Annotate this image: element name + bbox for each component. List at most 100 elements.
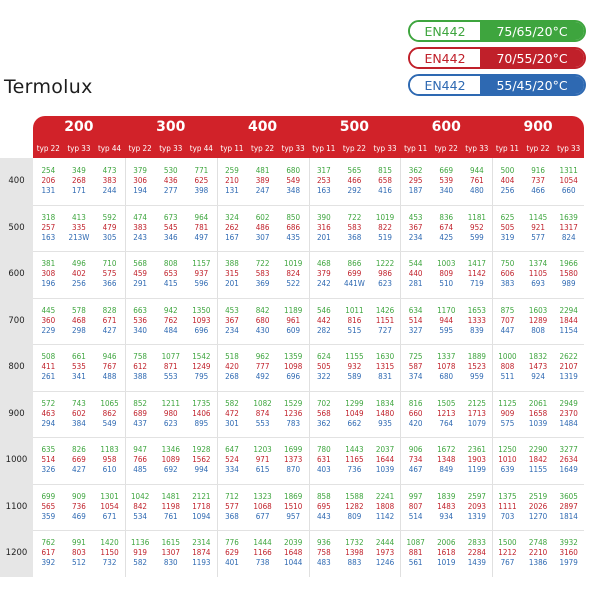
output-70-55-20: 689 — [133, 408, 147, 418]
column-group-300: 300 typ 22 typ 33 typ 44 — [125, 116, 217, 158]
output-55-45-20: 680 — [439, 372, 454, 382]
table-cell: 530 436 277 — [155, 158, 186, 205]
output-75-65-20: 2294 — [559, 305, 578, 315]
table-cell: 1839 1483 934 — [431, 484, 462, 531]
output-75-65-20: 1042 — [130, 491, 150, 501]
output-55-45-20: 615 — [255, 465, 270, 475]
column-divider — [308, 437, 310, 484]
table-cell: 1966 1580 989 — [553, 251, 584, 298]
table-cell: 1869 1510 957 — [278, 484, 309, 531]
output-70-55-20: 2370 — [559, 408, 578, 418]
output-70-55-20: 653 — [163, 269, 178, 279]
output-70-55-20: 577 — [225, 501, 239, 511]
table-cell: 722 583 369 — [247, 251, 278, 298]
column-divider — [216, 390, 218, 437]
output-75-65-20: 1250 — [498, 445, 517, 455]
output-55-45-20: 435 — [286, 232, 301, 242]
output-55-45-20: 703 — [500, 511, 515, 521]
output-70-55-20: 625 — [194, 176, 209, 186]
output-55-45-20: 171 — [72, 186, 86, 196]
output-55-45-20: 522 — [286, 279, 301, 289]
output-75-65-20: 508 — [41, 352, 56, 362]
output-75-65-20: 1301 — [100, 491, 119, 501]
output-55-45-20: 430 — [255, 325, 270, 335]
column-divider — [400, 344, 402, 391]
output-75-65-20: 602 — [255, 212, 270, 222]
table-cell: 445 360 229 — [33, 298, 64, 345]
output-55-45-20: 348 — [286, 186, 301, 196]
output-70-55-20: 961 — [286, 315, 301, 325]
output-75-65-20: 722 — [347, 212, 362, 222]
column-type-label: typ 11 — [404, 143, 428, 153]
output-55-45-20: 131 — [41, 186, 56, 196]
table-cell: 1299 1049 662 — [339, 391, 370, 438]
output-70-55-20: 919 — [133, 548, 147, 558]
column-divider — [492, 344, 494, 391]
output-70-55-20: 568 — [316, 408, 331, 418]
output-55-45-20: 1142 — [375, 511, 395, 521]
output-55-45-20: 839 — [469, 325, 484, 335]
table-cell: 1420 1150 732 — [94, 530, 125, 577]
row-height-label: 1100 — [0, 483, 33, 530]
output-70-55-20: 2107 — [559, 362, 578, 372]
output-75-65-20: 2061 — [528, 398, 548, 408]
output-55-45-20: 281 — [408, 279, 423, 289]
output-70-55-20: 699 — [347, 269, 362, 279]
output-70-55-20: 980 — [163, 408, 178, 418]
output-55-45-20: 623 — [378, 279, 392, 289]
table-cell: 2241 1808 1142 — [370, 484, 401, 531]
table-cell: 474 383 243 — [125, 205, 156, 252]
output-55-45-20: 291 — [133, 279, 147, 289]
output-55-45-20: 366 — [102, 279, 117, 289]
output-70-55-20: 514 — [41, 455, 56, 465]
table-cell: 1125 909 575 — [492, 391, 523, 438]
output-70-55-20: 367 — [225, 315, 239, 325]
output-75-65-20: 445 — [41, 305, 56, 315]
output-75-65-20: 474 — [133, 212, 147, 222]
output-55-45-20: 1979 — [559, 558, 578, 568]
table-cell: 776 629 401 — [217, 530, 248, 577]
output-55-45-20: 596 — [194, 279, 209, 289]
output-75-65-20: 1672 — [437, 445, 456, 455]
output-55-45-20: 1246 — [375, 558, 395, 568]
legend-temperature-label: 75/65/20°C — [480, 22, 584, 40]
output-75-65-20: 1299 — [345, 398, 364, 408]
output-55-45-20: 1814 — [559, 511, 578, 521]
output-70-55-20: 958 — [102, 455, 117, 465]
column-divider — [216, 158, 218, 205]
table-cell: 826 669 427 — [64, 437, 95, 484]
output-75-65-20: 1505 — [437, 398, 456, 408]
output-55-45-20: 1439 — [467, 558, 486, 568]
output-75-65-20: 1839 — [437, 491, 456, 501]
output-70-55-20: 466 — [347, 176, 362, 186]
column-divider — [308, 390, 310, 437]
output-75-65-20: 1732 — [345, 538, 364, 548]
table-cell: 850 686 435 — [278, 205, 309, 252]
column-divider — [216, 344, 218, 391]
table-cell: 496 402 256 — [64, 251, 95, 298]
output-55-45-20: 1154 — [559, 325, 578, 335]
table-cell: 743 602 384 — [64, 391, 95, 438]
output-70-55-20: 671 — [102, 315, 117, 325]
output-55-45-20: 764 — [439, 418, 454, 428]
column-group-title: 600 — [431, 119, 461, 135]
output-55-45-20: 425 — [439, 232, 454, 242]
column-divider — [308, 530, 310, 577]
output-70-55-20: 514 — [408, 315, 423, 325]
output-55-45-20: 359 — [41, 511, 56, 521]
output-75-65-20: 2006 — [437, 538, 456, 548]
output-70-55-20: 816 — [347, 315, 362, 325]
legend-temperature-label: 55/45/20°C — [480, 76, 584, 94]
output-75-65-20: 771 — [194, 166, 209, 176]
output-75-65-20: 944 — [469, 166, 484, 176]
output-55-45-20: 696 — [194, 325, 209, 335]
table-cell: 947 766 485 — [125, 437, 156, 484]
output-55-45-20: 305 — [102, 232, 117, 242]
output-55-45-20: 403 — [316, 465, 331, 475]
output-55-45-20: 692 — [163, 465, 178, 475]
table-cell: 712 577 368 — [217, 484, 248, 531]
output-70-55-20: 411 — [41, 362, 56, 372]
table-cell: 1834 1480 935 — [370, 391, 401, 438]
table-cell: 1417 1142 719 — [462, 251, 493, 298]
row-height-label: 500 — [0, 204, 33, 251]
